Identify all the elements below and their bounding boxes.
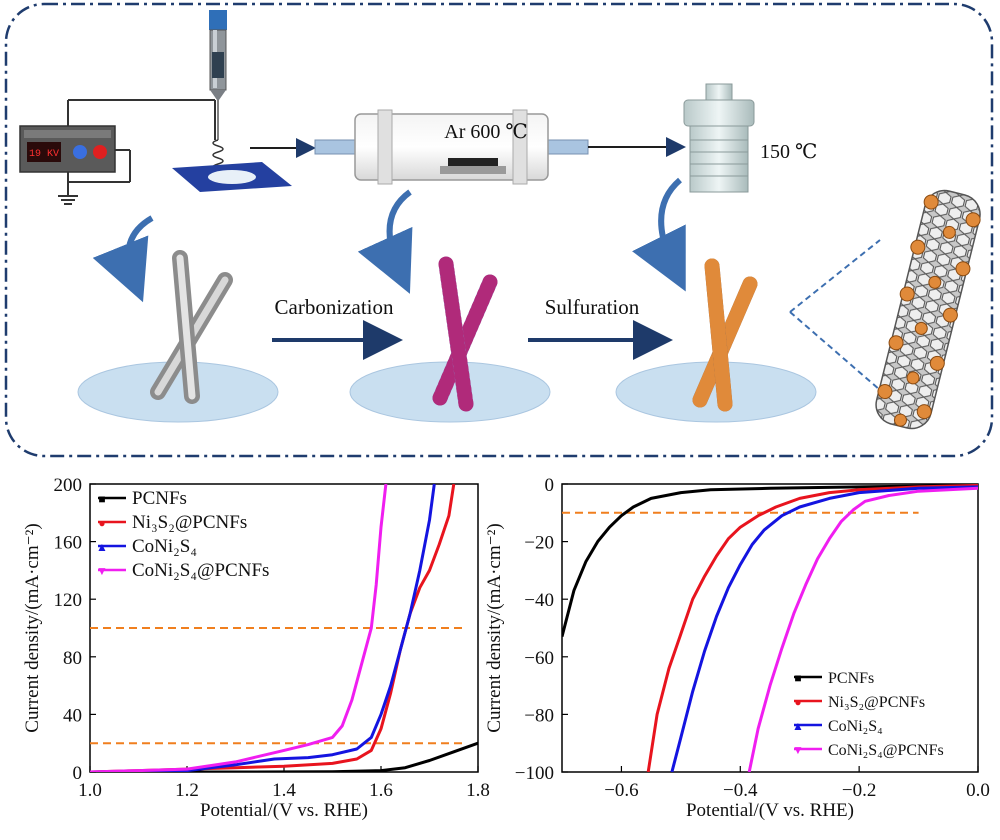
legend-marker: ●: [794, 695, 801, 709]
y-tick-label: 200: [54, 475, 83, 496]
legend-label: CoNi₂S₄@PCNFs: [132, 560, 269, 581]
y-tick-label: 0: [545, 475, 555, 496]
x-axis-label: Potential/(V vs. RHE): [686, 800, 854, 821]
step-label-sulfuration: Sulfuration: [545, 295, 640, 319]
y-tick-label: 0: [73, 763, 83, 784]
y-tick-label: 40: [63, 705, 82, 726]
y-tick-label: −80: [524, 705, 554, 726]
legend-marker: ■: [794, 671, 801, 685]
series-line: [90, 484, 436, 772]
legend-marker: ▼: [96, 564, 108, 578]
x-tick-label: −0.2: [842, 780, 876, 801]
series-line: [670, 485, 978, 772]
x-tick-label: 1.4: [272, 780, 296, 801]
zoom-line-top: [789, 239, 881, 313]
tube-furnace: Ar 600 ℃: [314, 109, 589, 185]
curved-arrow-1: [92, 215, 154, 303]
legend-label: PCNFs: [132, 488, 187, 509]
voltage-display: 19 KV: [29, 149, 59, 160]
legend-label: CoNi₂S₄: [132, 536, 197, 557]
legend-label: PCNFs: [828, 670, 874, 687]
x-tick-label: −0.4: [723, 780, 758, 801]
legend-label: CoNi₂S₄: [828, 718, 883, 735]
red-knob: [93, 145, 107, 159]
y-tick-label: 120: [54, 590, 83, 611]
x-tick-label: 1.0: [78, 780, 102, 801]
power-supply: 19 KV: [19, 99, 216, 205]
y-tick-label: −40: [524, 590, 554, 611]
sulfurized-fibers: [692, 258, 758, 412]
y-tick-label: −20: [524, 533, 554, 554]
curved-arrow-3: [632, 177, 686, 292]
pcnf-fibers: [150, 250, 233, 404]
autoclave-label: 150 ℃: [760, 141, 817, 163]
legend-label: Ni₃S₂@PCNFs: [828, 694, 925, 711]
series-line: [90, 484, 388, 772]
series-line: [646, 484, 978, 772]
series-line: [562, 484, 978, 637]
legend-marker: ▲: [792, 719, 804, 733]
x-tick-label: −0.6: [604, 780, 638, 801]
series-line: [90, 741, 478, 772]
syringe-icon: [209, 10, 227, 171]
legend-marker: ▲: [96, 540, 108, 554]
y-tick-label: −60: [524, 648, 554, 669]
oer-chart: 1.0 1.2 1.4 1.6 1.8 0 40 80 120 160 200 Potential/(…: [22, 475, 490, 821]
y-axis-label: Current density/(mA·cm⁻²): [484, 523, 505, 732]
plot-frame: [561, 483, 979, 773]
series-line: [747, 486, 978, 772]
collector-plate: [172, 162, 292, 192]
legend-marker: ●: [98, 516, 105, 530]
nanostructure-zoom: [875, 189, 981, 430]
synthesis-schematic: 19 KV Ar: [4, 2, 994, 458]
y-tick-label: 160: [54, 533, 83, 554]
x-tick-label: 1.2: [175, 780, 199, 801]
legend-marker: ■: [98, 492, 105, 506]
legend-label: CoNi₂S₄@PCNFs: [828, 742, 944, 759]
legend-label: Ni₃S₂@PCNFs: [132, 512, 247, 533]
x-tick-label: 1.6: [369, 780, 393, 801]
furnace-label: Ar 600 ℃: [444, 121, 527, 143]
y-tick-label: 80: [63, 648, 82, 669]
step-label-carbonization: Carbonization: [275, 295, 394, 319]
her-chart: −0.6 −0.4 −0.2 0.0 0 −20 −40 −60 −80 −100 Potentia…: [484, 475, 990, 821]
legend-marker: ▼: [792, 743, 804, 757]
x-axis-label: Potential/(V vs. RHE): [200, 800, 368, 821]
curved-arrow-2: [357, 189, 413, 294]
y-axis-label: Current density/(mA·cm⁻²): [22, 523, 43, 732]
autoclave-icon: [683, 83, 755, 193]
blue-knob: [73, 145, 87, 159]
y-tick-label: −100: [515, 763, 554, 784]
x-tick-label: 0.0: [966, 780, 990, 801]
x-tick-label: 1.8: [466, 780, 490, 801]
carbonized-fibers: [432, 256, 498, 412]
